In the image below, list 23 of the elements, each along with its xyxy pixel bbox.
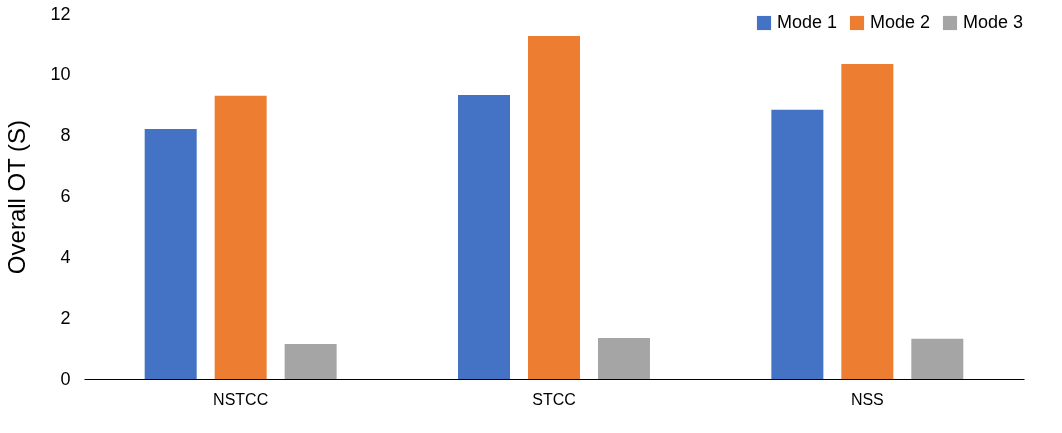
x-tick-label: NSS (850, 390, 884, 408)
bar (458, 94, 511, 379)
bar (841, 63, 894, 379)
y-tick-label: 6 (60, 186, 71, 206)
x-tick-label: NSTCC (213, 390, 269, 408)
y-tick-label: 12 (50, 3, 71, 24)
bar (284, 344, 337, 379)
y-tick-label: 0 (60, 368, 71, 389)
legend-label: Mode 3 (963, 12, 1024, 32)
y-tick-label: 10 (50, 64, 71, 85)
bar (771, 109, 824, 379)
bar (911, 338, 964, 379)
bar (214, 95, 267, 379)
bar (144, 128, 197, 379)
y-axis-title: Overall OT (S) (3, 119, 31, 275)
y-tick-label: 2 (60, 307, 71, 328)
y-tick-label: 4 (60, 246, 71, 267)
legend-label: Mode 1 (777, 12, 838, 32)
x-tick-label: STCC (532, 390, 576, 408)
bar (528, 35, 580, 379)
legend-label: Mode 2 (870, 12, 931, 32)
bar (597, 337, 650, 379)
y-tick-label: 8 (60, 125, 71, 146)
